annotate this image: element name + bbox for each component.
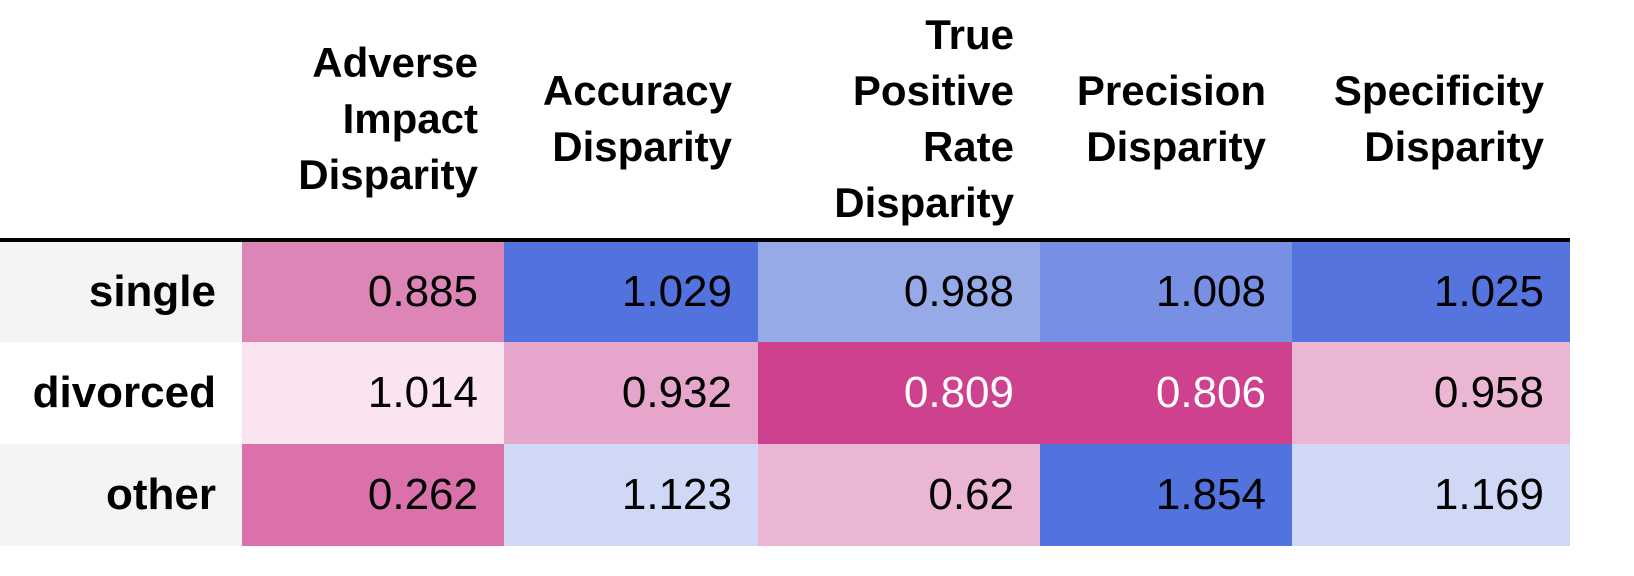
table-cell: 0.62 bbox=[758, 444, 1040, 546]
header-row: Adverse Impact Disparity Accuracy Disparity… bbox=[0, 0, 1570, 240]
table-cell: 1.029 bbox=[504, 240, 758, 342]
row-label: single bbox=[0, 240, 242, 342]
column-header: Adverse Impact Disparity bbox=[242, 0, 504, 240]
table-cell: 0.932 bbox=[504, 342, 758, 444]
disparity-table: Adverse Impact Disparity Accuracy Disparity… bbox=[0, 0, 1570, 546]
column-header-line: Disparity bbox=[1364, 123, 1544, 170]
column-header: True Positive Rate Disparity bbox=[758, 0, 1040, 240]
table-cell: 1.123 bbox=[504, 444, 758, 546]
table-cell: 0.262 bbox=[242, 444, 504, 546]
row-label: divorced bbox=[0, 342, 242, 444]
corner-cell bbox=[0, 0, 242, 240]
table-row: other 0.262 1.123 0.62 1.854 1.169 bbox=[0, 444, 1570, 546]
column-header-line: Adverse bbox=[312, 39, 478, 86]
column-header: Accuracy Disparity bbox=[504, 0, 758, 240]
table-cell: 1.025 bbox=[1292, 240, 1570, 342]
column-header-line: Disparity bbox=[552, 123, 732, 170]
table-cell: 0.988 bbox=[758, 240, 1040, 342]
column-header-line: Disparity bbox=[1086, 123, 1266, 170]
column-header-line: Specificity bbox=[1333, 67, 1544, 114]
table-cell: 0.885 bbox=[242, 240, 504, 342]
column-header-line: Precision bbox=[1076, 67, 1266, 114]
row-label: other bbox=[0, 444, 242, 546]
column-header: Specificity Disparity bbox=[1292, 0, 1570, 240]
column-header-line: Positive bbox=[852, 67, 1014, 114]
table-cell: 1.169 bbox=[1292, 444, 1570, 546]
table-row: single 0.885 1.029 0.988 1.008 1.025 bbox=[0, 240, 1570, 342]
table-cell: 0.958 bbox=[1292, 342, 1570, 444]
table-cell: 0.806 bbox=[1040, 342, 1292, 444]
table-cell: 1.014 bbox=[242, 342, 504, 444]
table-cell: 0.809 bbox=[758, 342, 1040, 444]
column-header-line: Disparity bbox=[834, 179, 1014, 226]
column-header: Precision Disparity bbox=[1040, 0, 1292, 240]
table-cell: 1.008 bbox=[1040, 240, 1292, 342]
table-cell: 1.854 bbox=[1040, 444, 1292, 546]
column-header-line: Accuracy bbox=[542, 67, 732, 114]
column-header-line: Impact bbox=[342, 95, 478, 142]
column-header-line: Rate bbox=[922, 123, 1014, 170]
table-row: divorced 1.014 0.932 0.809 0.806 0.958 bbox=[0, 342, 1570, 444]
column-header-line: Disparity bbox=[298, 151, 478, 198]
column-header-line: True bbox=[925, 11, 1014, 58]
